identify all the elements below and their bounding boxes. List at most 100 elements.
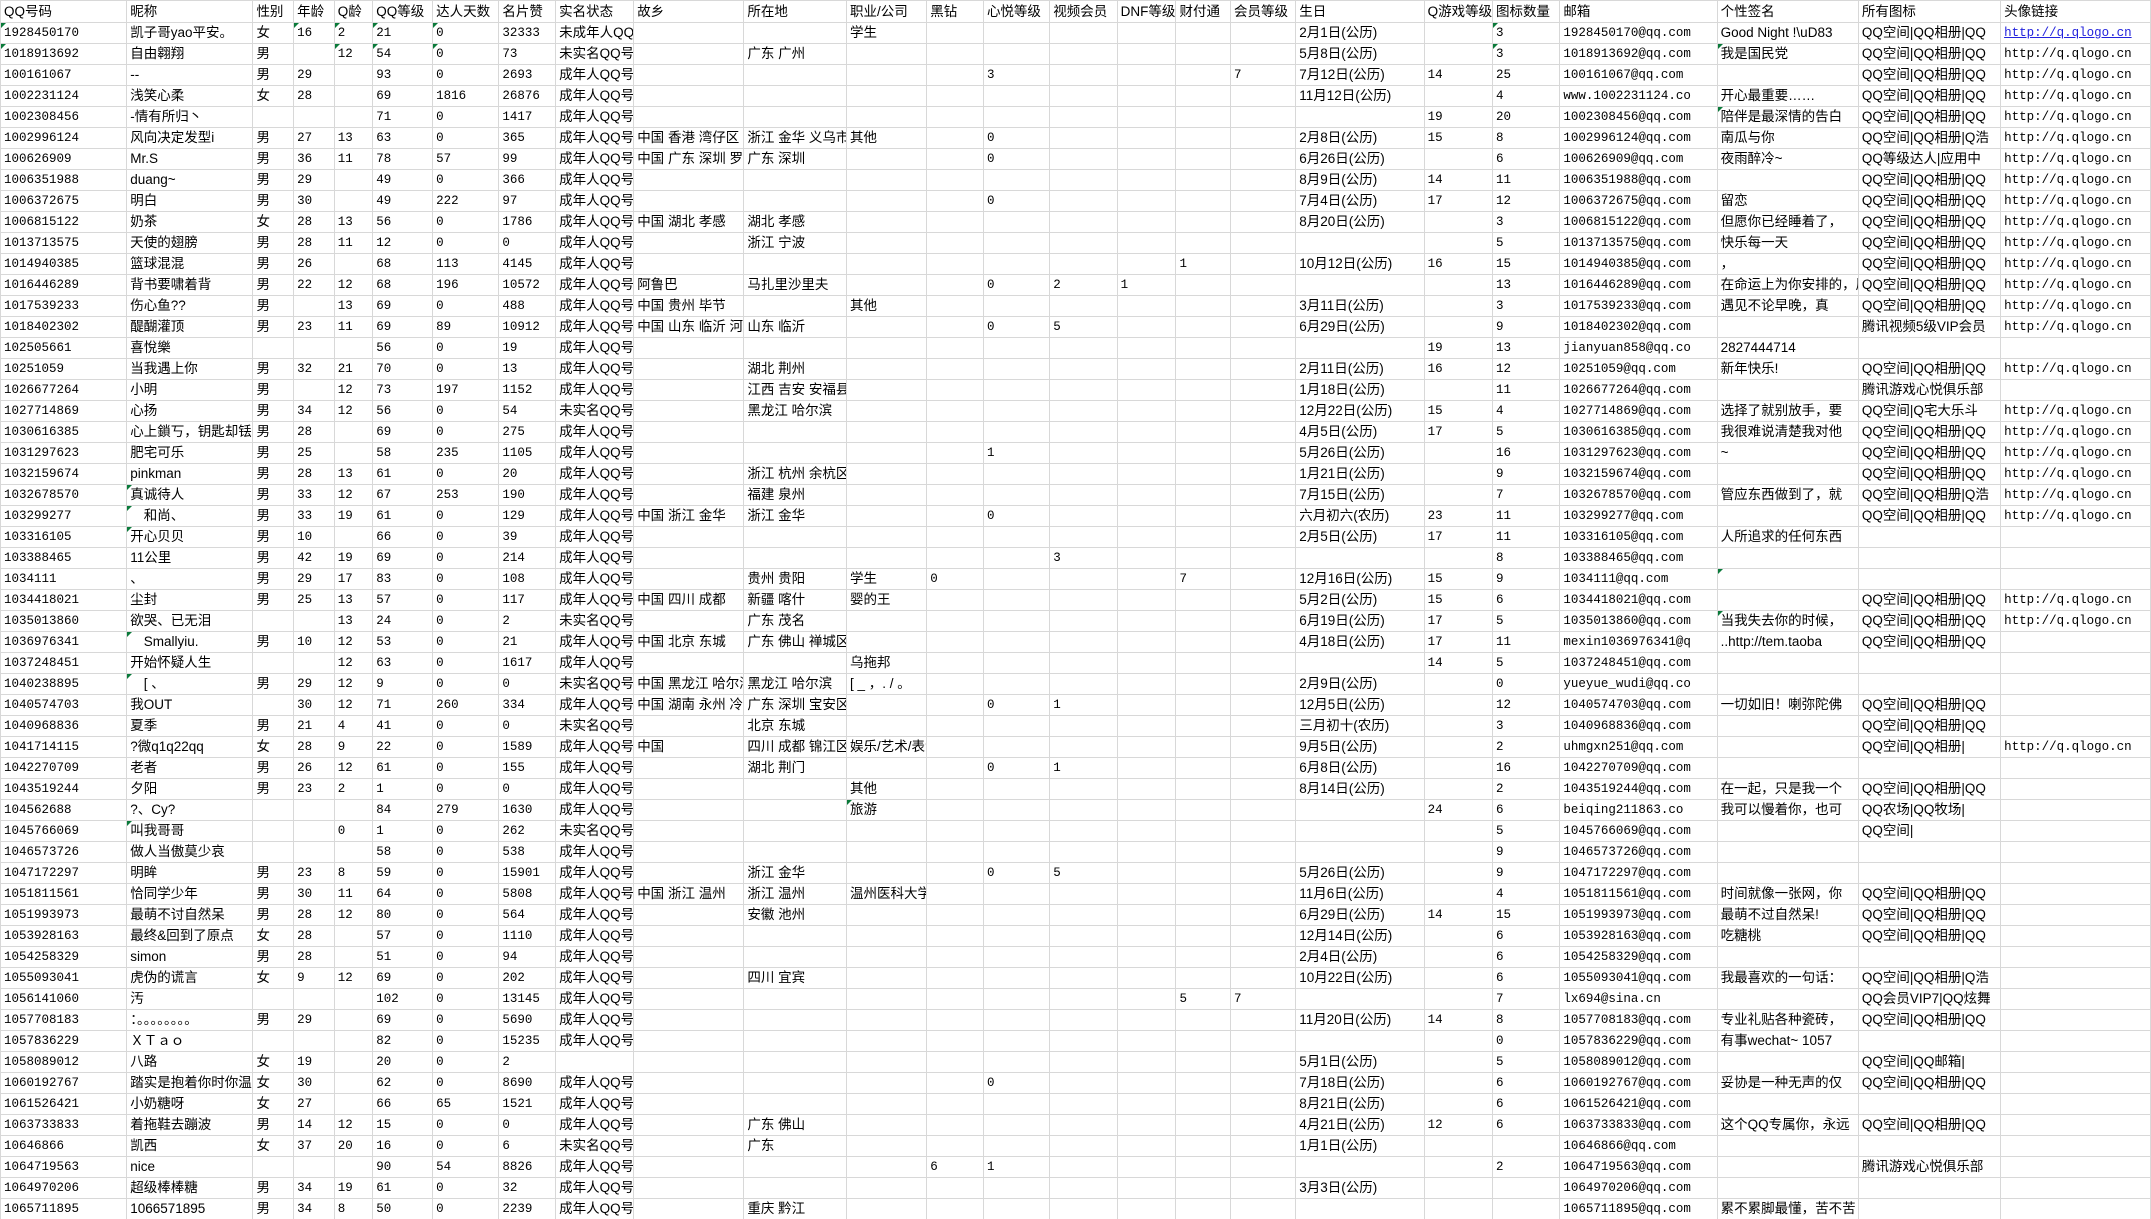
cell-nick[interactable]: 奶茶 (126, 211, 254, 233)
cell-allicons[interactable] (1857, 1093, 2002, 1115)
table-row[interactable]: 103388465 11公里男 42 19 69 0 214 成年人QQ号 3 8 10338846… (0, 547, 2151, 569)
cell-realname[interactable]: 成年人QQ号 (555, 526, 635, 548)
cell-vip[interactable] (1229, 148, 1297, 170)
cell-xinyue[interactable] (982, 295, 1051, 317)
cell-video[interactable] (1049, 988, 1118, 1010)
cell-allicons[interactable]: 腾讯游戏心悦俱乐部 (1857, 379, 2002, 401)
cell-nick[interactable]: 八路 (126, 1051, 254, 1073)
cell-vip[interactable] (1229, 778, 1297, 800)
cell-birthday[interactable]: 2月4日(公历) (1295, 946, 1425, 968)
cell-realname[interactable] (555, 1051, 635, 1073)
cell-vip[interactable] (1229, 1030, 1297, 1052)
cell-heizuan[interactable] (926, 778, 984, 800)
table-row[interactable]: 1053928163 最终&回到了原点女 28 57 0 1110 成年人QQ号 12月14日… (0, 925, 2151, 947)
cell-iconcount[interactable]: 2 (1492, 736, 1561, 758)
cell-birthday[interactable]: 8月9日(公历) (1295, 169, 1425, 191)
cell-cardlike[interactable]: 1589 (498, 736, 557, 758)
cell-heizuan[interactable] (926, 484, 984, 506)
cell-age[interactable]: 34 (293, 1198, 335, 1219)
cell-email[interactable]: 1061526421@qq.com (1559, 1093, 1718, 1115)
cell-birthday[interactable]: 6月29日(公历) (1295, 316, 1425, 338)
cell-qage[interactable]: 13 (333, 127, 374, 149)
cell-realname[interactable]: 成年人QQ号 (555, 337, 635, 359)
cell-caifu[interactable] (1175, 967, 1231, 989)
table-row[interactable]: 1064970206 超级棒棒糖男 34 19 61 0 32 成年人QQ号 3月3日(公历) 1… (0, 1177, 2151, 1199)
cell-location[interactable] (743, 652, 848, 674)
cell-xinyue[interactable] (982, 652, 1051, 674)
cell-caifu[interactable] (1175, 946, 1231, 968)
cell-heizuan[interactable] (926, 736, 984, 758)
cell-location[interactable]: 贵州 贵阳 (743, 568, 848, 590)
cell-vip[interactable] (1229, 22, 1297, 44)
cell-caifu[interactable] (1175, 295, 1231, 317)
cell-allicons[interactable] (1857, 946, 2002, 968)
cell-darendays[interactable]: 0 (432, 106, 500, 128)
cell-location[interactable] (743, 442, 848, 464)
table-row[interactable]: 1035013860 欲哭、已无泪 13 24 0 2 未实名QQ号 广东 茂名 6月19日(公… (0, 610, 2151, 632)
cell-vip[interactable] (1229, 568, 1297, 590)
cell-age[interactable]: 28 (293, 925, 335, 947)
cell-dnf[interactable] (1116, 1156, 1177, 1178)
cell-video[interactable]: 1 (1049, 694, 1118, 716)
cell-allicons[interactable]: QQ空间|QQ相册|QQ (1857, 442, 2002, 464)
cell-age[interactable] (293, 43, 335, 65)
cell-realname[interactable]: 成年人QQ号 (555, 925, 635, 947)
cell-location[interactable] (743, 988, 848, 1010)
cell-location[interactable]: 重庆 黔江 (743, 1198, 848, 1219)
cell-caifu[interactable]: 5 (1175, 988, 1231, 1010)
cell-qage[interactable]: 12 (333, 904, 374, 926)
cell-email[interactable]: mexin1036976341@q (1559, 631, 1718, 653)
cell-vip[interactable] (1229, 1156, 1297, 1178)
cell-email[interactable]: 1051993973@qq.com (1559, 904, 1718, 926)
cell-age[interactable] (293, 106, 335, 128)
cell-qage[interactable]: 12 (333, 967, 374, 989)
cell-qlevel[interactable]: 70 (372, 358, 434, 380)
cell-dnf[interactable] (1116, 988, 1177, 1010)
cell-qq[interactable]: 1051811561 (0, 883, 128, 905)
cell-sign[interactable]: 这个QQ专属你，永远 (1716, 1114, 1859, 1136)
cell-job[interactable] (846, 274, 928, 296)
cell-realname[interactable]: 成年人QQ号 (555, 568, 635, 590)
cell-sign[interactable]: 人所追求的任何东西 (1716, 526, 1859, 548)
cell-allicons[interactable] (1857, 1135, 2002, 1157)
cell-video[interactable] (1049, 1177, 1118, 1199)
cell-qgame[interactable] (1423, 442, 1494, 464)
table-row[interactable]: 102505661 喜悅樂 56 0 19 成年人QQ号 19 13 jianyuan858@q… (0, 337, 2151, 359)
cell-sign[interactable] (1716, 505, 1859, 527)
cell-gender[interactable]: 男 (252, 526, 295, 548)
cell-qq[interactable]: 1006372675 (0, 190, 128, 212)
cell-location[interactable]: 安徽 池州 (743, 904, 848, 926)
cell-sign[interactable] (1716, 1093, 1859, 1115)
cell-qage[interactable] (333, 190, 374, 212)
cell-heizuan[interactable] (926, 1093, 984, 1115)
cell-allicons[interactable]: QQ会员VIP7|QQ炫舞 (1857, 988, 2002, 1010)
cell-cardlike[interactable]: 97 (498, 190, 557, 212)
column-header-avatar[interactable]: 头像链接 (2000, 0, 2151, 23)
cell-vip[interactable] (1229, 1093, 1297, 1115)
cell-video[interactable] (1049, 883, 1118, 905)
cell-iconcount[interactable]: 5 (1492, 232, 1561, 254)
cell-realname[interactable]: 成年人QQ号 (555, 946, 635, 968)
cell-darendays[interactable]: 0 (432, 421, 500, 443)
cell-qgame[interactable]: 17 (1423, 526, 1494, 548)
cell-email[interactable]: 1040968836@qq.com (1559, 715, 1718, 737)
cell-email[interactable]: lx694@sina.cn (1559, 988, 1718, 1010)
cell-realname[interactable]: 成年人QQ号 (555, 1072, 635, 1094)
cell-email[interactable]: 1057708183@qq.com (1559, 1009, 1718, 1031)
cell-caifu[interactable] (1175, 1030, 1231, 1052)
column-header-age[interactable]: 年龄 (293, 0, 335, 23)
cell-qq[interactable]: 10251059 (0, 358, 128, 380)
cell-qlevel[interactable]: 63 (372, 127, 434, 149)
cell-allicons[interactable]: 腾讯游戏心悦俱乐部 (1857, 1156, 2002, 1178)
cell-caifu[interactable] (1175, 778, 1231, 800)
cell-dnf[interactable] (1116, 421, 1177, 443)
cell-video[interactable] (1049, 232, 1118, 254)
cell-allicons[interactable] (1857, 1198, 2002, 1219)
cell-cardlike[interactable]: 538 (498, 841, 557, 863)
cell-vip[interactable] (1229, 925, 1297, 947)
cell-nick[interactable]: -- (126, 64, 254, 86)
cell-vip[interactable] (1229, 757, 1297, 779)
cell-caifu[interactable] (1175, 589, 1231, 611)
cell-hometown[interactable] (633, 841, 745, 863)
